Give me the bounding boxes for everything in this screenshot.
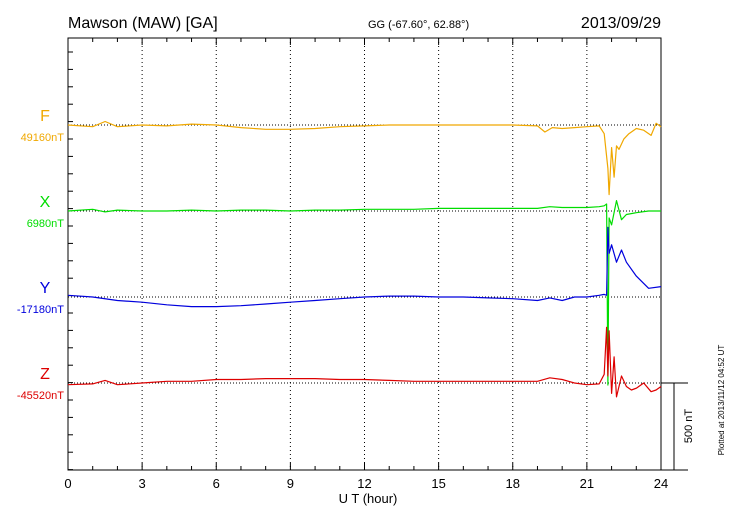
plotted-at-note: Plotted at 2013/11/12 04:52 UT bbox=[717, 345, 726, 456]
x-tick-label: 18 bbox=[506, 476, 520, 491]
axis-ticks bbox=[67, 38, 662, 471]
series-baseline-Z: -45520nT bbox=[17, 390, 64, 402]
series-name-Y: Y bbox=[40, 280, 51, 297]
series-line-Z bbox=[67, 326, 662, 398]
series-baseline-X: 6980nT bbox=[27, 218, 65, 230]
x-tick-label: 15 bbox=[431, 476, 445, 491]
x-tick-labels: 0 3 6 9 12 15 18 21 24 bbox=[64, 476, 668, 491]
series-baseline-F: 49160nT bbox=[21, 132, 65, 144]
x-tick-label: 24 bbox=[654, 476, 668, 491]
series-line-F bbox=[67, 120, 662, 196]
x-tick-label: 6 bbox=[213, 476, 220, 491]
series-lines bbox=[67, 120, 662, 398]
series-baseline-Y: -17180nT bbox=[17, 304, 64, 316]
series-name-F: F bbox=[40, 108, 50, 125]
x-tick-label: 12 bbox=[357, 476, 371, 491]
x-tick-label: 9 bbox=[287, 476, 294, 491]
series-name-X: X bbox=[40, 194, 51, 211]
series-line-Y bbox=[67, 226, 662, 308]
x-tick-label: 0 bbox=[64, 476, 71, 491]
x-axis-label: U T (hour) bbox=[339, 491, 398, 506]
station-title: Mawson (MAW) [GA] bbox=[68, 15, 218, 32]
scale-bar: 500 nT bbox=[661, 382, 695, 471]
scale-bar-label: 500 nT bbox=[683, 409, 695, 444]
series-labels: F 49160nT X 6980nT Y -17180nT Z -45520nT bbox=[17, 108, 64, 402]
coords-label: GG (-67.60°, 62.88°) bbox=[368, 19, 469, 31]
series-line-X bbox=[67, 200, 661, 386]
date-label: 2013/09/29 bbox=[581, 15, 661, 32]
x-tick-label: 3 bbox=[139, 476, 146, 491]
vertical-grid bbox=[141, 38, 588, 470]
x-tick-label: 21 bbox=[580, 476, 594, 491]
series-name-Z: Z bbox=[40, 366, 50, 383]
